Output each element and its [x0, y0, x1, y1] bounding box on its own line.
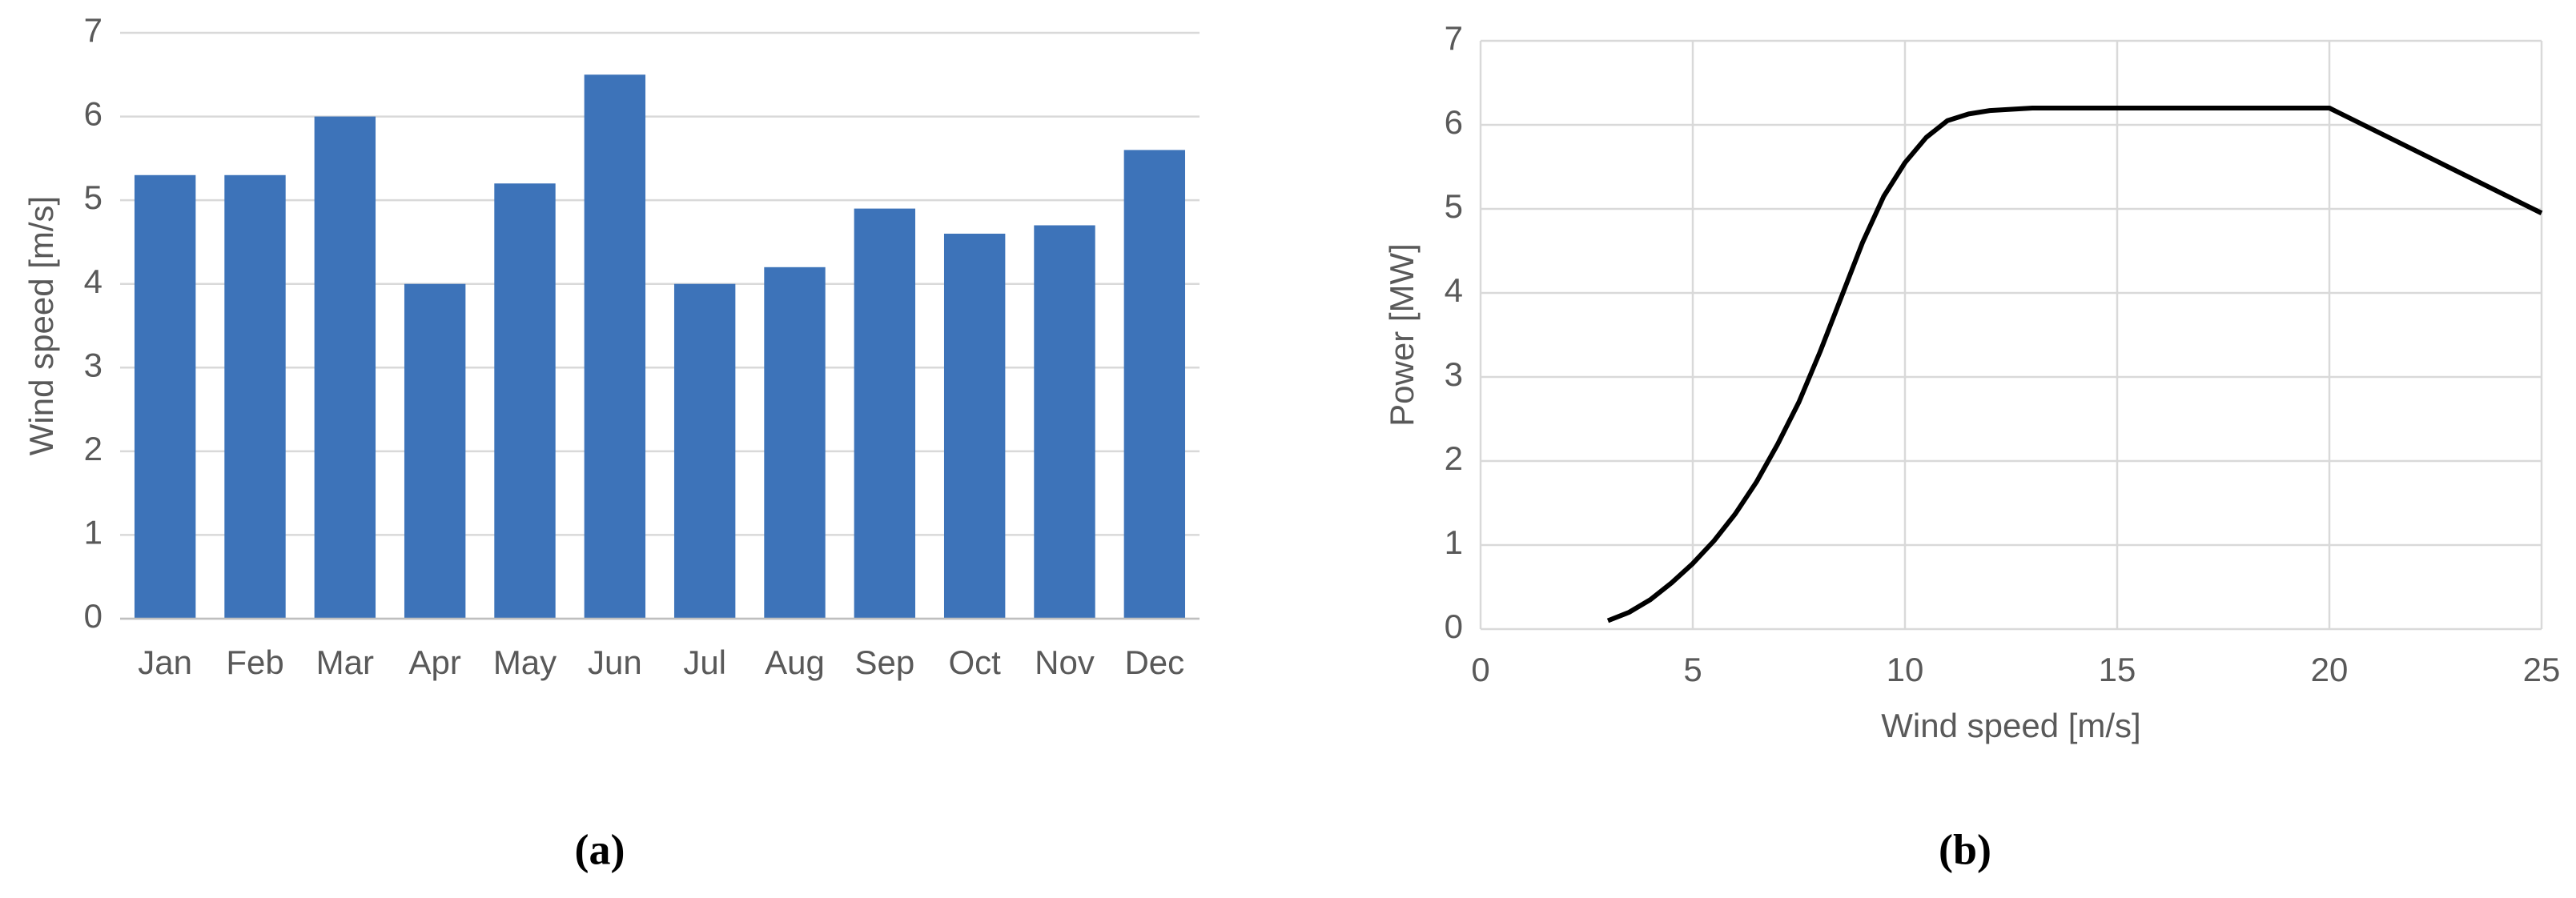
x-tick-label: 15 — [2099, 651, 2136, 688]
y-tick-label: 3 — [1445, 355, 1463, 393]
y-axis-label: Power [MW] — [1383, 243, 1421, 427]
y-tick-label: 1 — [84, 514, 102, 551]
x-tick-label: 20 — [2311, 651, 2349, 688]
bar — [134, 174, 196, 619]
bar — [314, 116, 376, 619]
caption: (a) — [575, 825, 625, 873]
y-tick-label: 6 — [1445, 103, 1463, 141]
x-tick-label: Dec — [1124, 643, 1184, 681]
x-tick-label: Oct — [948, 643, 1001, 681]
y-tick-label: 2 — [84, 430, 102, 467]
bar — [224, 174, 286, 619]
y-tick-label: 4 — [1445, 271, 1463, 309]
x-tick-label: Nov — [1035, 643, 1095, 681]
x-tick-label: Aug — [765, 643, 825, 681]
x-tick-label: Sep — [854, 643, 914, 681]
x-tick-label: Jan — [138, 643, 192, 681]
y-tick-label: 5 — [1445, 187, 1463, 225]
line — [1606, 106, 2543, 623]
x-tick-label: May — [493, 643, 557, 681]
y-tick-label: 0 — [84, 597, 102, 635]
caption: (b) — [1939, 825, 1991, 873]
y-tick-label: 0 — [1445, 607, 1463, 645]
y-tick-label: 1 — [1445, 523, 1463, 561]
bar — [494, 183, 556, 619]
bar — [404, 283, 466, 619]
x-tick-label: Feb — [226, 643, 283, 681]
y-tick-label: 4 — [84, 263, 102, 300]
x-tick-label: Mar — [316, 643, 374, 681]
x-tick-label: Jul — [683, 643, 726, 681]
bar — [1123, 150, 1186, 619]
x-tick-label: Apr — [408, 643, 460, 681]
y-tick-label: 5 — [84, 178, 102, 216]
y-tick-label: 2 — [1445, 439, 1463, 477]
y-tick-label: 7 — [84, 11, 102, 49]
y-tick-label: 7 — [1445, 19, 1463, 57]
bar — [854, 208, 916, 619]
bar — [584, 74, 646, 619]
x-axis-label: Wind speed [m/s] — [1881, 707, 2140, 744]
bar — [1034, 225, 1095, 619]
bar — [943, 233, 1006, 619]
x-tick-label: Jun — [588, 643, 642, 681]
y-tick-label: 6 — [84, 95, 102, 133]
y-axis-label: Wind speed [m/s] — [22, 196, 60, 455]
x-tick-label: 0 — [1471, 651, 1489, 688]
x-tick-label: 5 — [1683, 651, 1702, 688]
bar — [673, 283, 736, 619]
x-tick-label: 25 — [2523, 651, 2561, 688]
x-tick-label: 10 — [1887, 651, 1924, 688]
y-tick-label: 3 — [84, 346, 102, 383]
bar — [764, 267, 826, 619]
